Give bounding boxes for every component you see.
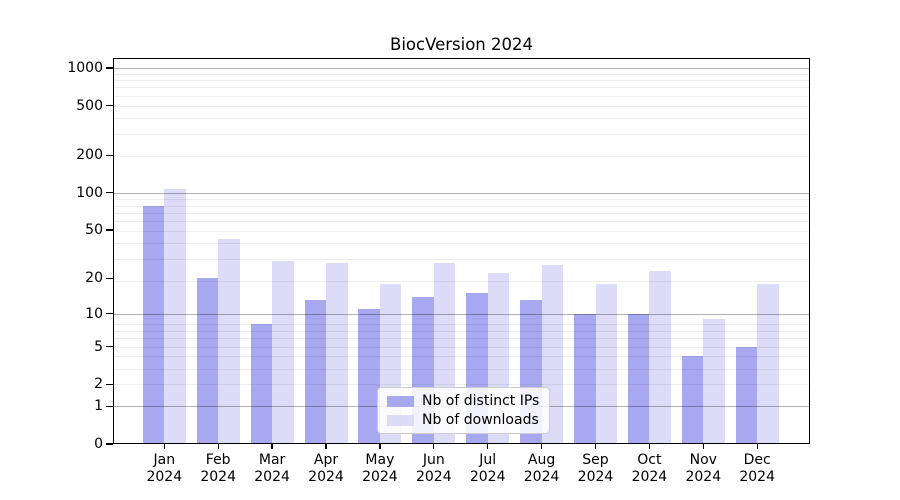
- y-axis-tick: [106, 312, 113, 315]
- y-axis-tick: [106, 67, 113, 69]
- bar-nb-of-downloads-sep: [595, 283, 617, 444]
- gridline: [113, 330, 810, 332]
- x-tick-label-dec: Dec 2024: [739, 452, 775, 485]
- gridline: [113, 243, 810, 245]
- gridline: [113, 258, 810, 260]
- bar-nb-of-downloads-jan: [164, 188, 186, 444]
- y-tick-label: 10: [85, 305, 103, 322]
- bar-nb-of-distinct-ips-may: [358, 308, 380, 444]
- gridline: [113, 346, 810, 348]
- y-tick-label: 0: [94, 436, 103, 452]
- gridline: [113, 368, 810, 370]
- gridline: [113, 384, 810, 386]
- x-tick-label-apr: Apr 2024: [308, 452, 344, 485]
- y-tick-label: 1: [94, 398, 103, 415]
- y-axis-tick: [106, 277, 113, 279]
- legend-swatch-downloads-icon: [387, 414, 414, 426]
- y-axis-tick: [106, 405, 113, 407]
- bar-nb-of-distinct-ips-mar: [250, 324, 273, 444]
- bar-nb-of-downloads-feb: [218, 239, 240, 444]
- gridline: [113, 280, 810, 282]
- x-tick-label-jan: Jan 2024: [146, 452, 183, 485]
- x-tick-label-mar: Mar 2024: [254, 452, 290, 485]
- bar-nb-of-downloads-apr: [326, 262, 348, 444]
- x-axis-tick: [271, 444, 273, 449]
- x-axis-tick: [648, 444, 651, 449]
- y-axis-tick: [106, 229, 113, 231]
- bar-nb-of-distinct-ips-dec: [735, 346, 758, 444]
- plot-area: 0 1 2 5 10 20 50 100 200 500 1000 Jan 2024 Feb 2024 Ma…: [67, 58, 810, 485]
- y-axis-tick: [106, 104, 113, 107]
- x-tick-label-jul: Jul 2024: [469, 452, 506, 485]
- gridline: [113, 155, 810, 157]
- x-axis-tick: [217, 444, 219, 449]
- legend-row-distinct-ips: Nb of distinct IPs: [387, 393, 539, 409]
- y-axis-tick: [106, 345, 113, 348]
- x-axis-tick: [487, 444, 489, 449]
- x-tick-label-may: May 2024: [362, 452, 398, 485]
- gridline: [113, 231, 810, 232]
- gridline: [113, 95, 810, 97]
- bar-nb-of-downloads-nov: [703, 318, 725, 444]
- x-axis-tick: [756, 444, 758, 449]
- y-tick-label: 200: [76, 147, 103, 164]
- gridline: [113, 192, 810, 194]
- x-tick-label-aug: Aug 2024: [523, 452, 560, 485]
- gridline: [113, 133, 810, 135]
- x-axis-tick: [163, 444, 165, 449]
- x-axis-tick: [433, 444, 435, 449]
- legend: Nb of distinct IPs Nb of downloads: [377, 387, 551, 434]
- y-tick-label: 20: [85, 270, 103, 287]
- gridline: [113, 73, 810, 75]
- gridline: [113, 356, 810, 358]
- gridline: [113, 313, 810, 315]
- bar-nb-of-distinct-ips-sep: [574, 313, 596, 444]
- bar-nb-of-downloads-dec: [757, 283, 779, 444]
- gridline: [113, 212, 810, 214]
- x-tick-label-oct: Oct 2024: [631, 452, 668, 485]
- bar-nb-of-downloads-oct: [649, 271, 671, 444]
- bar-nb-of-distinct-ips-jan: [142, 206, 165, 444]
- x-axis-tick: [594, 444, 597, 449]
- gridline: [113, 67, 810, 69]
- x-tick-label-nov: Nov 2024: [685, 452, 722, 485]
- gridline: [113, 80, 810, 82]
- y-axis-tick: [106, 443, 113, 445]
- gridline: [113, 87, 810, 89]
- y-tick-label: 1000: [67, 59, 103, 76]
- gridline: [113, 205, 810, 207]
- y-axis-tick: [106, 383, 113, 385]
- bar-nb-of-downloads-mar: [272, 260, 294, 444]
- y-axis-tick: [106, 192, 113, 194]
- x-axis-tick: [702, 444, 704, 449]
- legend-swatch-distinct-ips-icon: [387, 395, 414, 407]
- gridline: [113, 105, 810, 107]
- y-tick-label: 50: [85, 222, 103, 238]
- gridline: [113, 221, 810, 223]
- bar-nb-of-distinct-ips-feb: [196, 278, 219, 444]
- bar-nb-of-distinct-ips-oct: [627, 313, 650, 444]
- bar-nb-of-distinct-ips-nov: [681, 356, 704, 444]
- bar-nb-of-distinct-ips-apr: [304, 300, 326, 444]
- y-tick-label: 500: [76, 97, 103, 114]
- gridline: [113, 117, 810, 119]
- x-axis-tick: [379, 444, 381, 449]
- y-tick-label: 5: [94, 338, 103, 355]
- x-axis-tick: [325, 444, 327, 449]
- x-axis-tick: [540, 444, 543, 449]
- x-tick-label-feb: Feb 2024: [200, 452, 236, 485]
- gridline: [113, 199, 810, 200]
- chart-title: BiocVersion 2024: [390, 35, 533, 54]
- x-tick-label-sep: Sep 2024: [577, 452, 614, 485]
- y-tick-label: 2: [94, 376, 103, 393]
- y-axis-tick: [106, 154, 113, 156]
- legend-label-downloads: Nb of downloads: [422, 412, 539, 428]
- gridline: [113, 324, 810, 326]
- gridline: [113, 338, 810, 340]
- y-tick-label: 100: [76, 184, 103, 201]
- legend-label-distinct-ips: Nb of distinct IPs: [422, 393, 540, 409]
- legend-row-downloads: Nb of downloads: [387, 412, 539, 428]
- x-tick-label-jun: Jun 2024: [415, 452, 452, 485]
